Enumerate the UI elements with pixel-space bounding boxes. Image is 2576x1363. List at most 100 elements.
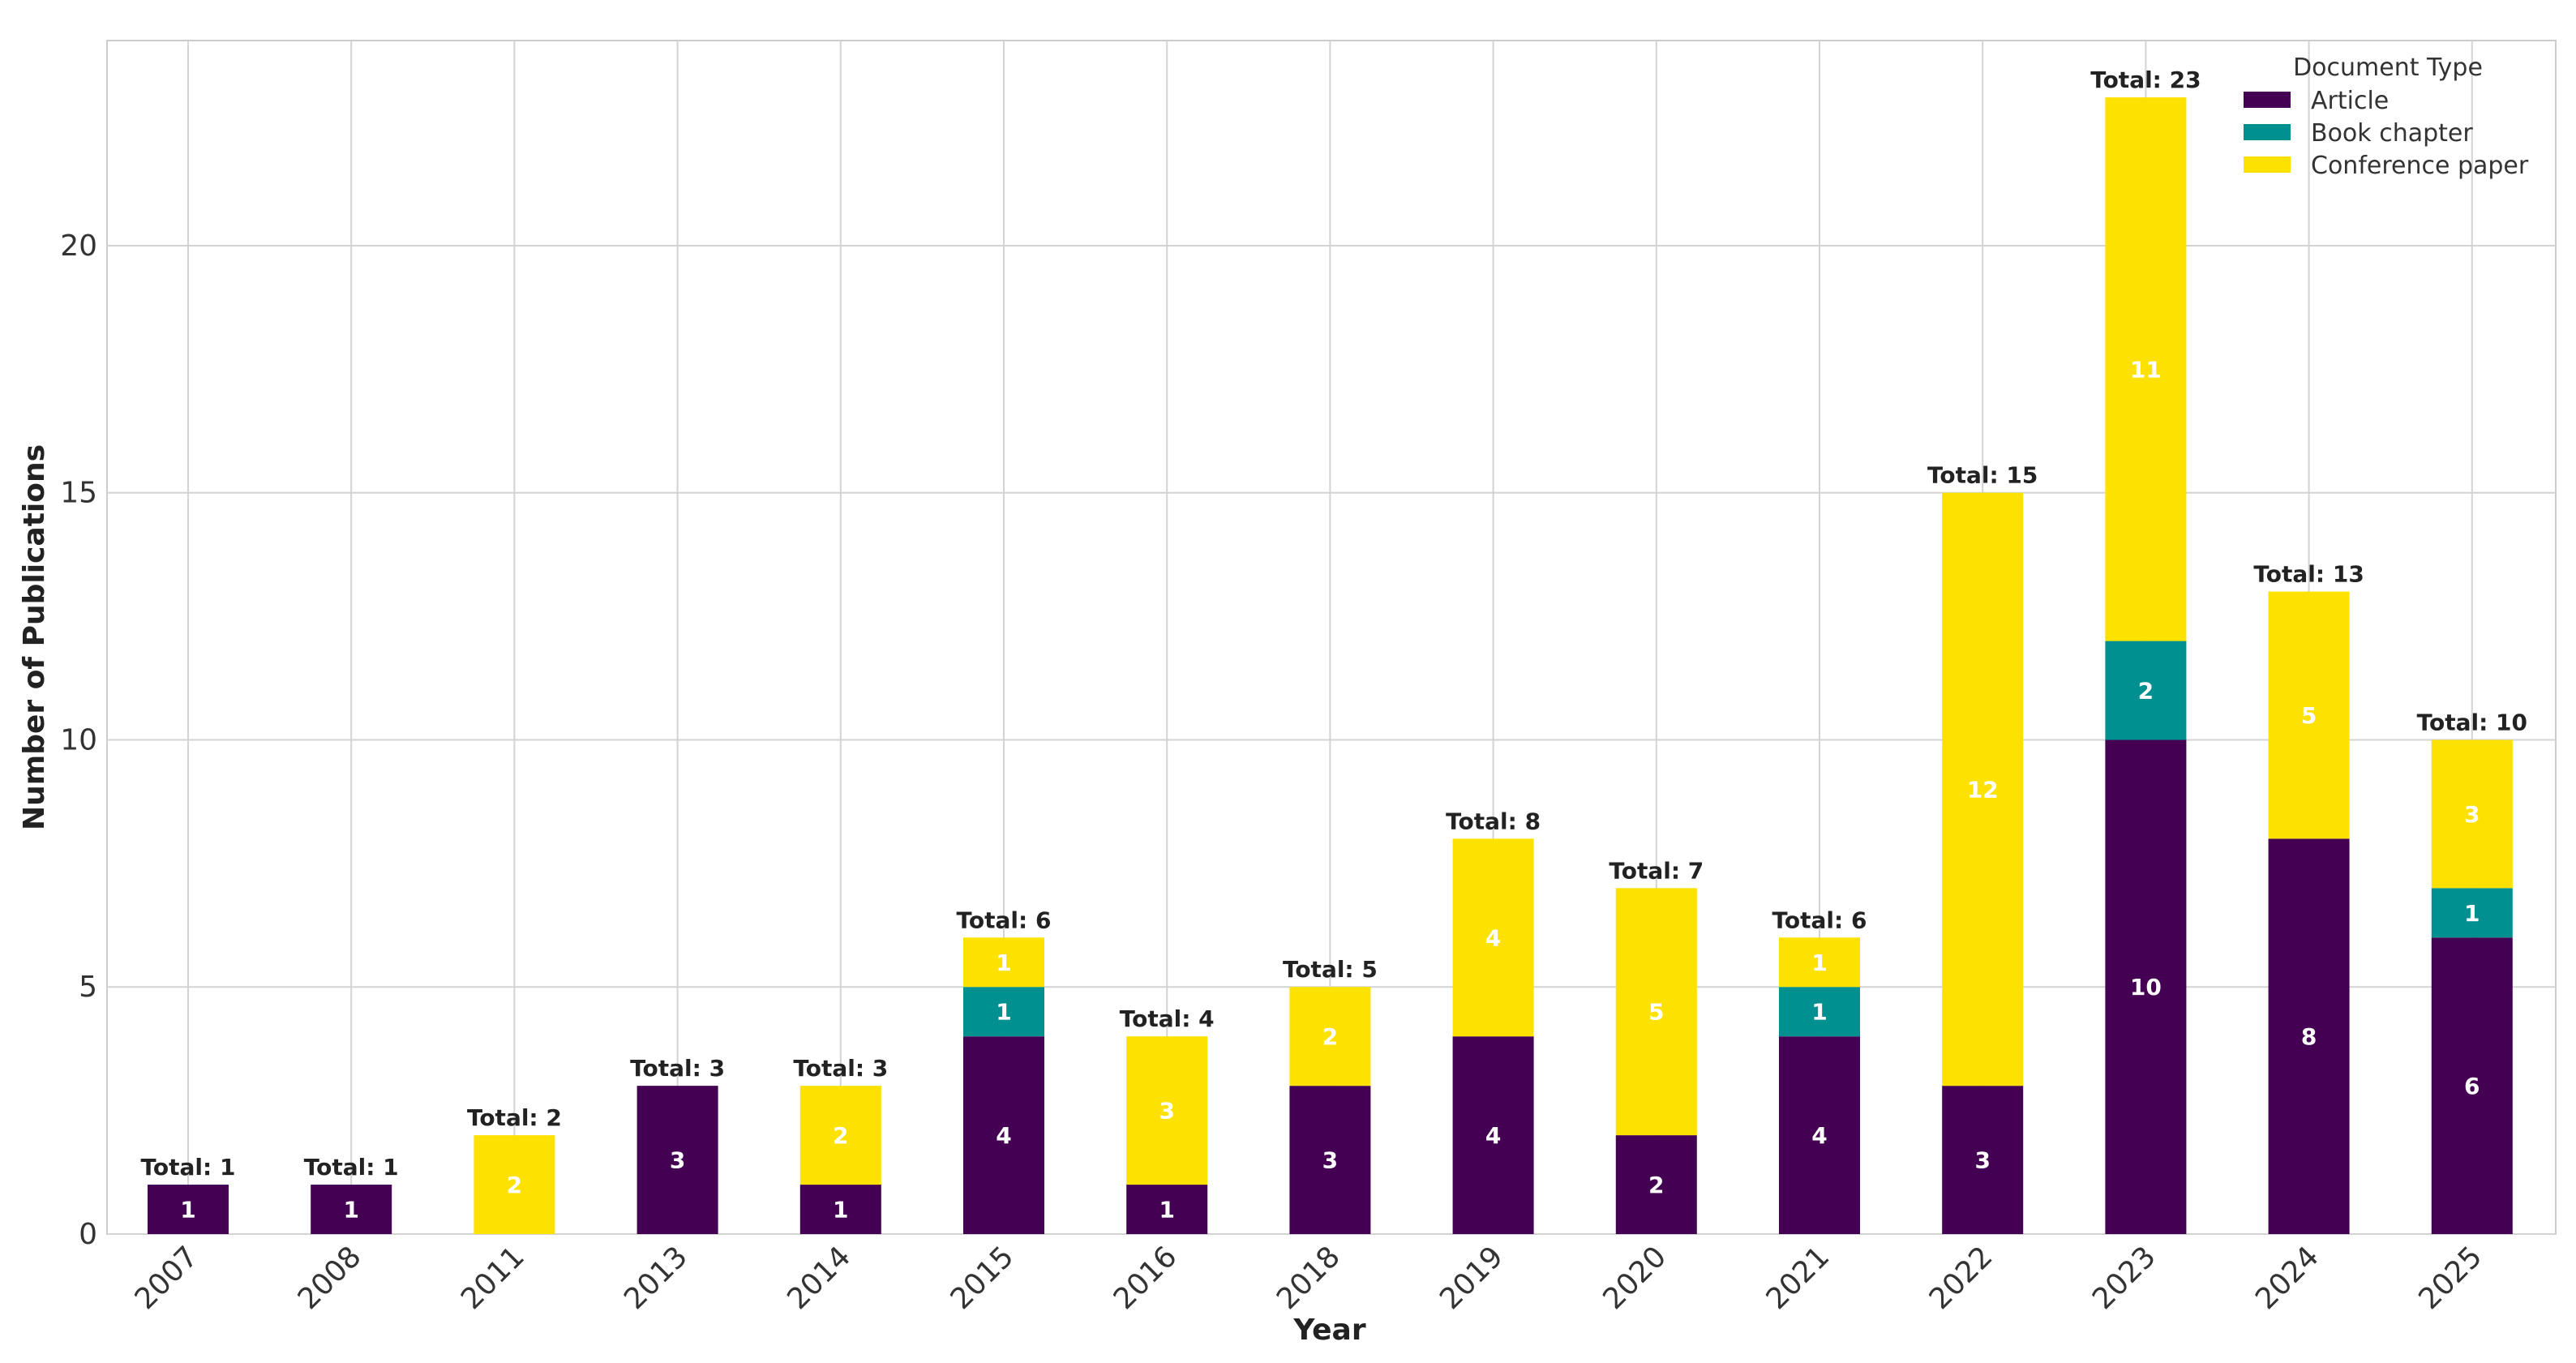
bar-article — [1289, 1086, 1371, 1234]
bar-conference-paper — [1126, 1036, 1208, 1185]
segment-value-label: 5 — [2301, 702, 2317, 729]
segment-value-label: 4 — [1485, 924, 1501, 951]
bars — [148, 97, 2513, 1234]
segment-value-label: 1 — [2464, 900, 2480, 927]
segment-value-label: 2 — [1648, 1172, 1664, 1198]
bar-article — [963, 1036, 1044, 1234]
bar-article — [148, 1185, 229, 1234]
segment-value-label: 4 — [996, 1122, 1011, 1149]
bar-book-chapter — [963, 987, 1044, 1037]
total-label: Total: 2 — [467, 1104, 562, 1131]
total-label: Total: 3 — [630, 1055, 725, 1082]
segment-value-label: 4 — [1485, 1122, 1501, 1149]
y-tick-label: 0 — [79, 1218, 97, 1251]
x-tick-label: 2020 — [1597, 1240, 1673, 1316]
segment-value-label: 1 — [833, 1197, 848, 1224]
segment-value-label: 6 — [2464, 1073, 2480, 1099]
bar-article — [1615, 1135, 1697, 1234]
segment-value-label: 3 — [670, 1147, 685, 1174]
x-tick-label: 2013 — [618, 1240, 694, 1316]
x-tick-label: 2018 — [1271, 1240, 1347, 1316]
segment-value-label: 5 — [1648, 999, 1664, 1026]
bar-article — [2268, 838, 2350, 1234]
legend-title: Document Type — [2293, 54, 2483, 82]
bar-conference-paper — [2431, 739, 2513, 889]
segment-value-label: 10 — [2130, 974, 2162, 1001]
total-label: Total: 13 — [2253, 561, 2364, 588]
segment-value-label: 1 — [996, 999, 1011, 1026]
bar-book-chapter — [2431, 888, 2513, 938]
y-tick-label: 10 — [60, 723, 97, 757]
bar-article — [1942, 1086, 2024, 1234]
segment-value-label: 11 — [2130, 356, 2162, 383]
x-tick-label: 2019 — [1434, 1240, 1510, 1316]
total-label: Total: 10 — [2417, 709, 2527, 735]
total-label: Total: 1 — [304, 1154, 399, 1181]
x-axis-title: Year — [1292, 1314, 1365, 1347]
segment-value-label: 1 — [996, 949, 1011, 976]
total-label: Total: 6 — [1772, 907, 1867, 933]
x-tick-label: 2008 — [292, 1240, 368, 1316]
bar-article — [1779, 1036, 1860, 1234]
bar-article — [1126, 1185, 1208, 1234]
legend-label: Conference paper — [2311, 152, 2529, 180]
total-label: Total: 8 — [1446, 808, 1541, 834]
bar-conference-paper — [963, 937, 1044, 988]
legend: Document Type Article Book chapter Confere… — [2244, 54, 2529, 180]
y-tick-label: 15 — [60, 477, 97, 510]
legend-swatch — [2244, 92, 2291, 108]
x-tick-label: 2015 — [945, 1240, 1021, 1316]
bar-conference-paper — [1452, 838, 1534, 1037]
segment-value-label: 1 — [343, 1197, 358, 1224]
segment-value-label: 2 — [507, 1172, 522, 1198]
segment-value-label: 8 — [2301, 1023, 2317, 1050]
segment-value-label: 3 — [1974, 1147, 1990, 1174]
legend-label: Article — [2311, 87, 2389, 115]
x-tick-label: 2024 — [2249, 1240, 2325, 1316]
bar-article — [1452, 1036, 1534, 1234]
x-tick-label: 2016 — [1108, 1240, 1184, 1316]
total-label: Total: 6 — [957, 907, 1052, 933]
bar-conference-paper — [2268, 591, 2350, 839]
bar-article — [2431, 937, 2513, 1234]
bar-conference-paper — [474, 1135, 555, 1234]
x-tick-label: 2014 — [781, 1240, 857, 1316]
bar-conference-paper — [1289, 987, 1371, 1087]
total-label: Total: 15 — [1927, 462, 2038, 489]
bar-conference-paper — [799, 1086, 881, 1185]
segment-value-label: 4 — [1811, 1122, 1827, 1149]
segment-value-label: 1 — [1811, 999, 1827, 1026]
segment-value-label: 2 — [833, 1122, 848, 1149]
total-label: Total: 4 — [1120, 1005, 1215, 1032]
legend-swatch — [2244, 124, 2291, 140]
bar-conference-paper — [2105, 97, 2187, 641]
x-tick-label: 2007 — [129, 1240, 205, 1316]
bar-article — [636, 1086, 718, 1234]
segment-value-label: 3 — [1159, 1098, 1174, 1125]
total-label: Total: 1 — [141, 1154, 236, 1181]
total-label: Total: 5 — [1283, 956, 1378, 983]
bar-conference-paper — [1615, 888, 1697, 1136]
bar-conference-paper — [1942, 492, 2024, 1087]
y-tick-label: 5 — [79, 971, 97, 1004]
segment-value-label: 3 — [1322, 1147, 1338, 1174]
x-tick-label: 2021 — [1760, 1240, 1837, 1316]
legend-swatch — [2244, 156, 2291, 173]
legend-label: Book chapter — [2311, 119, 2473, 148]
bar-article — [799, 1185, 881, 1234]
bar-conference-paper — [1779, 937, 1860, 988]
total-label: Total: 7 — [1609, 857, 1704, 884]
segment-value-label: 1 — [180, 1197, 195, 1224]
total-label: Total: 3 — [793, 1055, 888, 1082]
total-label: Total: 23 — [2090, 66, 2201, 93]
bar-article — [311, 1185, 392, 1234]
segment-value-label: 3 — [2464, 801, 2480, 828]
bar-article — [2105, 739, 2187, 1234]
x-tick-label: 2025 — [2412, 1240, 2488, 1316]
bar-book-chapter — [2105, 641, 2187, 740]
bar-book-chapter — [1779, 987, 1860, 1037]
y-axis-title: Number of Publications — [18, 444, 51, 830]
